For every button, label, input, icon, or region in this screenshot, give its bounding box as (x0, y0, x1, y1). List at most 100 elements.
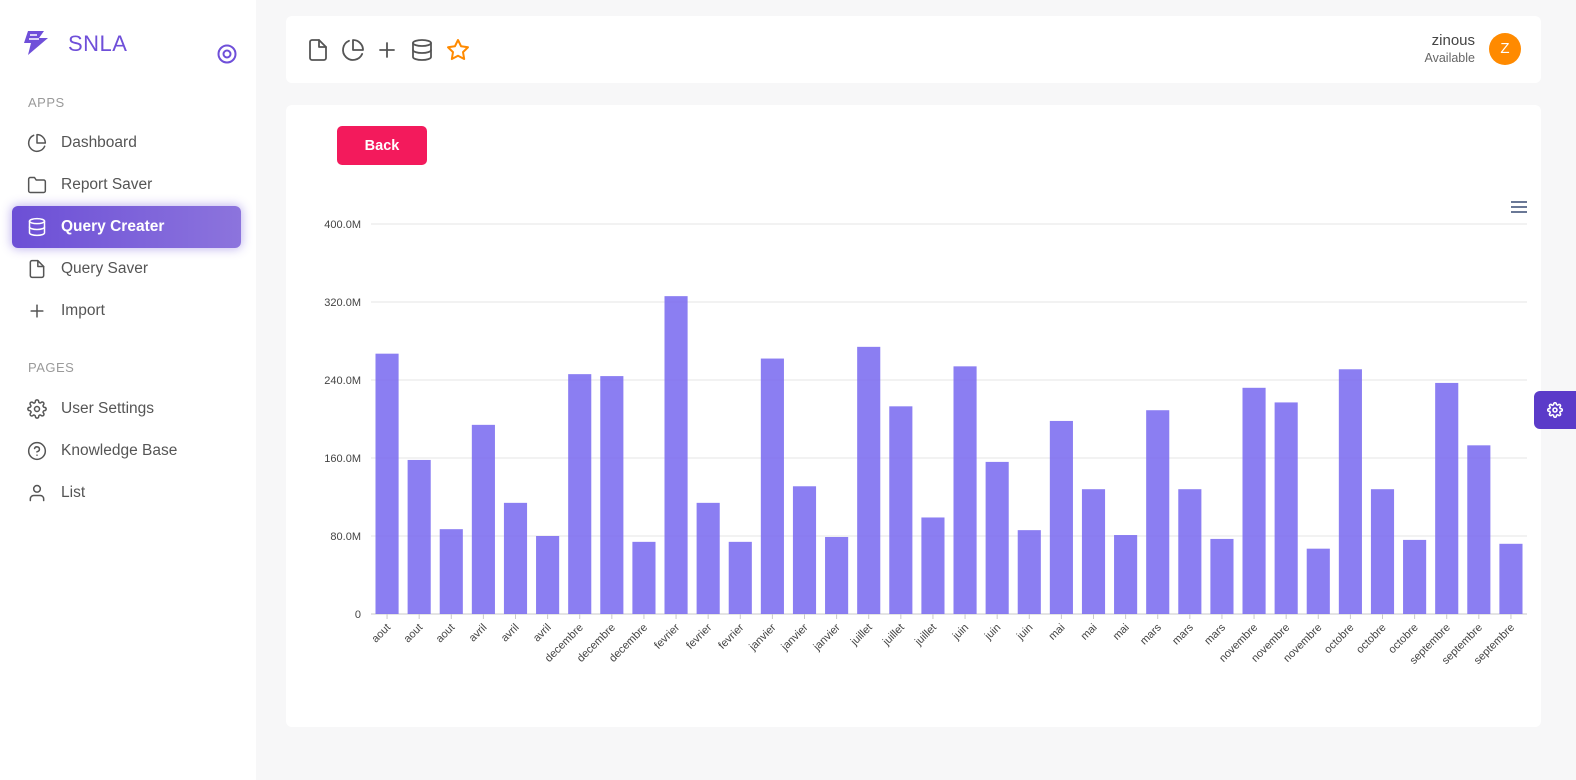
sidebar-item-report-saver[interactable]: Report Saver (12, 164, 241, 206)
top-bar: zinous Available Z (286, 16, 1541, 83)
x-tick-label: mars (1202, 621, 1228, 647)
chart-bar[interactable] (1435, 382, 1459, 614)
sidebar-item-label: List (61, 484, 86, 501)
sidebar-item-knowledge-base[interactable]: Knowledge Base (12, 430, 241, 472)
pie-chart-icon[interactable] (341, 38, 365, 62)
user-menu[interactable]: zinous Available Z (1424, 32, 1521, 65)
x-tick-label: juin (1014, 622, 1035, 643)
chart-bar[interactable] (664, 296, 688, 614)
user-name: zinous (1431, 32, 1475, 49)
chart-card: Back 0 80.0M 160.0M 240.0M 320.0M 400.0M aout a… (286, 105, 1541, 727)
x-tick-label: mars (1170, 621, 1196, 647)
chart-bar[interactable] (889, 406, 913, 614)
x-tick-label: juin (950, 622, 971, 643)
chart-bar[interactable] (1499, 543, 1523, 614)
chart-bar[interactable] (1242, 387, 1266, 614)
chart-bar[interactable] (825, 536, 849, 614)
plus-icon[interactable] (375, 38, 399, 62)
gear-icon (26, 398, 48, 420)
sidebar-item-label: Import (61, 302, 105, 319)
chart-bar[interactable] (728, 541, 752, 614)
gear-icon (1547, 402, 1563, 418)
y-tick-label: 240.0M (324, 375, 361, 387)
chart-bar[interactable] (1017, 530, 1041, 614)
sidebar-item-label: User Settings (61, 400, 155, 417)
chart-bar[interactable] (600, 376, 624, 614)
floating-settings-button[interactable] (1534, 391, 1576, 429)
back-button[interactable]: Back (337, 126, 427, 165)
chart-bar[interactable] (1081, 489, 1106, 614)
x-tick-label: mai (1046, 622, 1067, 643)
sidebar-item-import[interactable]: Import (12, 290, 241, 332)
sidebar-item-label: Report Saver (61, 176, 153, 193)
chart-bar[interactable] (1274, 402, 1298, 614)
chart-bar[interactable] (760, 358, 784, 614)
chart-bar[interactable] (857, 346, 881, 614)
x-tick-label: octobre (1354, 622, 1388, 656)
x-tick-label: janvier (779, 621, 811, 653)
x-tick-label: fevrier (716, 621, 746, 651)
x-tick-label: janvier (811, 621, 843, 653)
y-tick-label: 0 (355, 609, 361, 621)
chart-bar[interactable] (1178, 489, 1202, 614)
section-label-pages: PAGES (28, 360, 75, 375)
sidebar-item-query-saver[interactable]: Query Saver (12, 248, 241, 290)
y-tick-label: 160.0M (324, 453, 361, 465)
sidebar-item-label: Query Creater (61, 218, 165, 235)
sidebar-item-dashboard[interactable]: Dashboard (12, 122, 241, 164)
database-icon (26, 216, 48, 238)
chart-bar[interactable] (953, 366, 977, 614)
chart-bar[interactable] (1338, 369, 1362, 614)
chart-bar[interactable] (1370, 489, 1395, 614)
chart-bar[interactable] (1114, 535, 1138, 614)
x-tick-label: mars (1138, 621, 1164, 647)
chart-bar[interactable] (792, 486, 817, 614)
file-icon[interactable] (306, 38, 330, 62)
sidebar-item-list[interactable]: List (12, 472, 241, 514)
x-tick-label: juillet (848, 622, 875, 649)
chart-menu-icon[interactable] (1510, 200, 1528, 214)
brand-name: SNLA (68, 31, 128, 56)
x-tick-label: avril (467, 622, 490, 645)
chart-bar[interactable] (536, 536, 560, 614)
chart-bar[interactable] (1403, 539, 1427, 614)
sidebar-toggle-icon[interactable] (216, 43, 238, 65)
chart-bar[interactable] (1210, 538, 1234, 614)
sidebar-item-query-creater[interactable]: Query Creater (12, 206, 241, 248)
chart-bar[interactable] (375, 353, 399, 614)
chart-bar[interactable] (407, 459, 431, 614)
chart-bar[interactable] (921, 517, 945, 614)
chart-bar[interactable] (632, 541, 656, 614)
chart-bar[interactable] (1049, 420, 1073, 614)
chart-bar[interactable] (1467, 445, 1491, 614)
chart-bar[interactable] (1146, 410, 1170, 614)
chart-bar[interactable] (1306, 548, 1330, 614)
chart-bar[interactable] (503, 502, 528, 614)
x-tick-label: mai (1111, 622, 1132, 643)
user-icon (26, 482, 48, 504)
database-icon[interactable] (410, 38, 434, 62)
user-status: Available (1424, 51, 1475, 65)
sidebar-item-label: Query Saver (61, 260, 149, 277)
chart-bar[interactable] (985, 461, 1009, 614)
chart-bar[interactable] (439, 529, 463, 614)
sidebar-item-label: Dashboard (61, 134, 137, 151)
chart-bar[interactable] (568, 374, 592, 614)
x-tick-label: aout (370, 622, 394, 646)
y-tick-label: 320.0M (324, 297, 361, 309)
avatar[interactable]: Z (1489, 32, 1521, 65)
x-tick-label: aout (402, 622, 426, 646)
bolt-logo-icon (24, 31, 48, 55)
brand[interactable]: SNLA (20, 28, 127, 60)
plus-icon (26, 300, 48, 322)
x-tick-label: octobre (1322, 622, 1356, 656)
star-icon[interactable] (446, 38, 470, 62)
x-tick-label: avril (531, 622, 554, 645)
x-tick-label: juillet (912, 622, 939, 649)
y-tick-label: 400.0M (324, 219, 361, 231)
x-tick-label: janvier (746, 621, 778, 653)
pie-chart-icon (26, 132, 48, 154)
sidebar-item-user-settings[interactable]: User Settings (12, 388, 241, 430)
chart-bar[interactable] (696, 502, 720, 614)
chart-bar[interactable] (471, 424, 495, 614)
